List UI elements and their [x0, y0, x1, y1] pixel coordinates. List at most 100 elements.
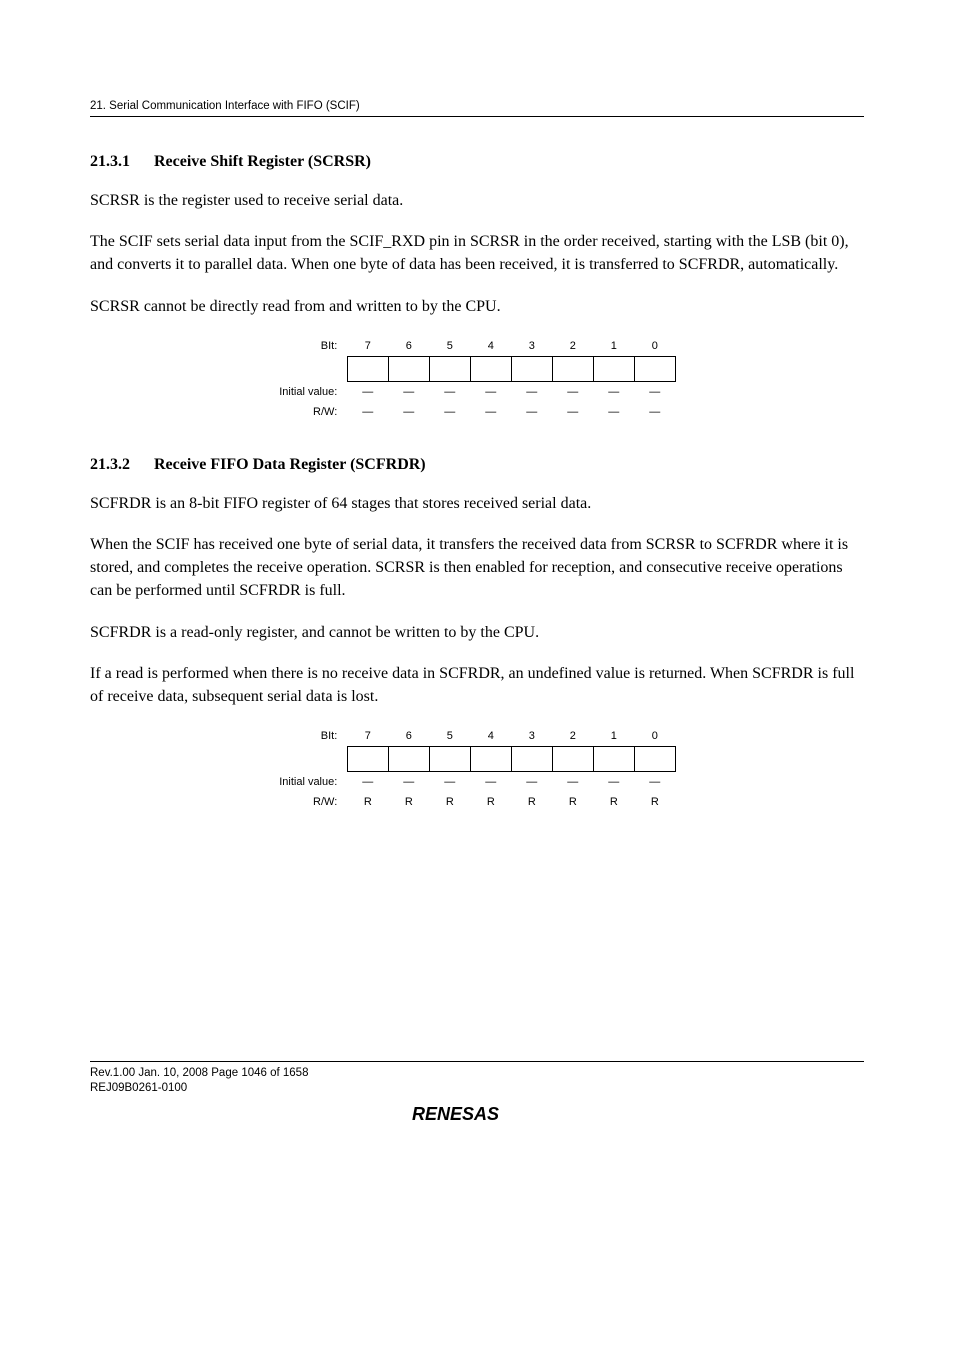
rw-value: R: [347, 792, 388, 812]
paragraph: If a read is performed when there is no …: [90, 662, 864, 708]
section-number: 21.3.2: [90, 456, 130, 474]
bit-number: 7: [347, 726, 388, 747]
rw-value: —: [429, 402, 470, 422]
footer-revision: Rev.1.00 Jan. 10, 2008 Page 1046 of 1658: [90, 1066, 864, 1082]
bit-box: [593, 747, 634, 772]
paragraph: SCRSR is the register used to receive se…: [90, 189, 864, 212]
bit-number: 1: [593, 336, 634, 357]
rw-value: —: [388, 402, 429, 422]
rw-label: R/W:: [278, 402, 347, 422]
box-row: [278, 356, 675, 381]
section-number: 21.3.1: [90, 153, 130, 171]
initial-value: —: [470, 772, 511, 793]
rw-value: R: [429, 792, 470, 812]
rw-value: —: [634, 402, 675, 422]
paragraph: SCFRDR is a read-only register, and cann…: [90, 621, 864, 644]
bit-box: [511, 356, 552, 381]
bit-number: 2: [552, 726, 593, 747]
register-table: BIt: 7 6 5 4 3 2 1 0: [278, 336, 676, 422]
rw-value: —: [470, 402, 511, 422]
initial-label: Initial value:: [278, 381, 347, 402]
bit-number: 4: [470, 336, 511, 357]
bit-number: 5: [429, 336, 470, 357]
rw-row: R/W: R R R R R R R R: [278, 792, 675, 812]
rw-value: R: [470, 792, 511, 812]
bit-label: BIt:: [278, 336, 347, 357]
footer-docid: REJ09B0261-0100: [90, 1081, 864, 1097]
bit-box: [429, 356, 470, 381]
renesas-logo: RENESAS: [90, 1103, 864, 1130]
paragraph: The SCIF sets serial data input from the…: [90, 230, 864, 276]
bit-box: [470, 747, 511, 772]
logo-text: RENESAS: [412, 1104, 499, 1124]
bit-number: 6: [388, 726, 429, 747]
register-diagram-scrsr: BIt: 7 6 5 4 3 2 1 0: [278, 336, 676, 422]
initial-value: —: [593, 381, 634, 402]
rw-value: —: [511, 402, 552, 422]
bit-box: [470, 356, 511, 381]
rw-value: R: [511, 792, 552, 812]
rw-value: R: [388, 792, 429, 812]
paragraph: SCFRDR is an 8-bit FIFO register of 64 s…: [90, 492, 864, 515]
bit-number: 2: [552, 336, 593, 357]
bit-number: 4: [470, 726, 511, 747]
chapter-header: 21. Serial Communication Interface with …: [90, 100, 864, 117]
initial-value: —: [593, 772, 634, 793]
initial-value: —: [634, 772, 675, 793]
bit-number: 0: [634, 726, 675, 747]
rw-value: —: [593, 402, 634, 422]
renesas-logo-icon: RENESAS: [412, 1103, 542, 1125]
paragraph: When the SCIF has received one byte of s…: [90, 533, 864, 603]
initial-label: Initial value:: [278, 772, 347, 793]
bit-row: BIt: 7 6 5 4 3 2 1 0: [278, 336, 675, 357]
section-title: Receive Shift Register (SCRSR): [154, 153, 371, 170]
initial-value: —: [388, 772, 429, 793]
bit-box: [634, 747, 675, 772]
rw-value: R: [552, 792, 593, 812]
bit-number: 1: [593, 726, 634, 747]
bit-number: 5: [429, 726, 470, 747]
bit-box: [429, 747, 470, 772]
bit-number: 3: [511, 726, 552, 747]
initial-value: —: [429, 772, 470, 793]
bit-number: 7: [347, 336, 388, 357]
initial-value: —: [511, 381, 552, 402]
bit-box: [388, 747, 429, 772]
empty-label: [278, 356, 347, 381]
section-title: Receive FIFO Data Register (SCFRDR): [154, 456, 426, 473]
initial-value: —: [552, 772, 593, 793]
page: 21. Serial Communication Interface with …: [0, 0, 954, 1190]
bit-box: [593, 356, 634, 381]
bit-box: [634, 356, 675, 381]
empty-label: [278, 747, 347, 772]
bit-box: [388, 356, 429, 381]
section-heading-2132: 21.3.2 Receive FIFO Data Register (SCFRDR…: [90, 456, 864, 474]
rw-row: R/W: — — — — — — — —: [278, 402, 675, 422]
initial-value: —: [429, 381, 470, 402]
bit-row: BIt: 7 6 5 4 3 2 1 0: [278, 726, 675, 747]
page-footer: Rev.1.00 Jan. 10, 2008 Page 1046 of 1658…: [90, 1061, 864, 1130]
initial-value: —: [470, 381, 511, 402]
initial-value: —: [347, 772, 388, 793]
bit-box: [347, 747, 388, 772]
initial-value: —: [634, 381, 675, 402]
bit-number: 3: [511, 336, 552, 357]
bit-box: [552, 747, 593, 772]
bit-box: [511, 747, 552, 772]
footer-rule: Rev.1.00 Jan. 10, 2008 Page 1046 of 1658…: [90, 1061, 864, 1097]
bit-box: [552, 356, 593, 381]
rw-value: —: [347, 402, 388, 422]
initial-value: —: [511, 772, 552, 793]
rw-value: —: [552, 402, 593, 422]
bit-box: [347, 356, 388, 381]
initial-value: —: [388, 381, 429, 402]
bit-number: 0: [634, 336, 675, 357]
register-diagram-scfrdr: BIt: 7 6 5 4 3 2 1 0: [278, 726, 676, 812]
bit-label: BIt:: [278, 726, 347, 747]
rw-label: R/W:: [278, 792, 347, 812]
register-table: BIt: 7 6 5 4 3 2 1 0: [278, 726, 676, 812]
rw-value: R: [593, 792, 634, 812]
initial-value: —: [552, 381, 593, 402]
bit-number: 6: [388, 336, 429, 357]
initial-row: Initial value: — — — — — — — —: [278, 772, 675, 793]
